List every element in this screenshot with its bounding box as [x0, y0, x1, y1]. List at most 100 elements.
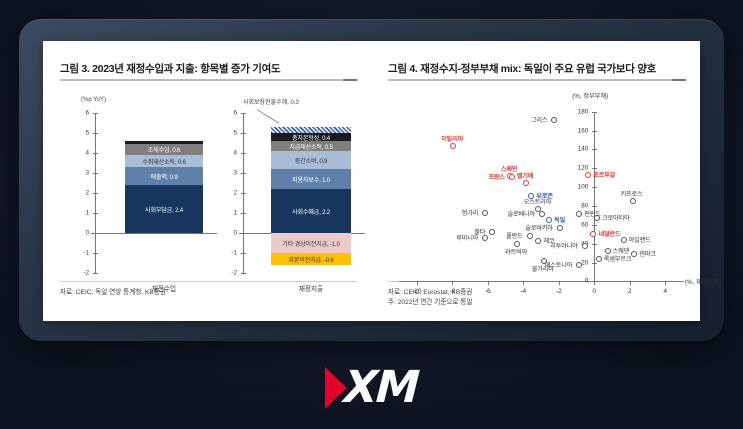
x-tick-label-2: 2	[627, 288, 632, 296]
scatter-point-헝가리	[482, 210, 489, 217]
device-frame: 그림 3. 2023년 재정수입과 지출: 항목별 증가 기여도 자료: CEI…	[19, 19, 724, 341]
scatter-point-label-오스트리아: 오스트리아	[523, 198, 552, 206]
scatter-point-label-라트비아: 라트비아	[505, 248, 528, 256]
y-tick-expenditure-bar-3	[241, 173, 246, 174]
scatter-point-label-유로존: 유로존	[536, 193, 553, 201]
y-tick-label-expenditure-bar-3: 3	[233, 169, 237, 177]
scatter-point-label-크로아티아: 크로아티아	[602, 214, 630, 222]
scatter-point-라트비아	[514, 240, 521, 247]
y-tick-revenue-bar--2	[93, 273, 98, 274]
scatter-point-label-몰타: 몰타	[474, 229, 486, 237]
scatter-point-네덜란드	[590, 231, 597, 238]
slide-card: 그림 3. 2023년 재정수입과 지출: 항목별 증가 기여도 자료: CEI…	[43, 41, 721, 321]
y-tick-revenue-bar-3	[93, 173, 98, 174]
y-tick-label-80: 80	[581, 202, 589, 210]
y-tick-80	[592, 206, 598, 207]
bar-segment-label: 중간소비, 0.9	[294, 157, 328, 165]
x-axis-category-label-revenue-bar: 재정수입	[151, 286, 177, 293]
slide-content: 그림 3. 2023년 재정수입과 지출: 항목별 증가 기여도 자료: CEI…	[43, 41, 721, 321]
scatter-point-폴란드	[526, 233, 533, 240]
x-tick-label-0: 0	[592, 288, 597, 296]
y-tick-label-revenue-bar-5: 5	[85, 129, 89, 137]
scatter-point-label-스페인: 스페인	[500, 165, 518, 173]
figure-3-source: 자료: CEIC, 독일 연방 통계청, KB증권	[60, 289, 166, 296]
scatter-point-label-아일랜드: 아일랜드	[628, 237, 651, 245]
y-tick-expenditure-bar-5	[241, 133, 246, 134]
y-tick-label-160: 160	[577, 127, 589, 135]
y-tick-label-revenue-bar-3: 3	[85, 169, 89, 177]
scatter-point-슬로베니아	[539, 211, 545, 218]
y-tick-expenditure-bar--2	[241, 273, 246, 274]
scatter-point-label-네덜란드: 네덜란드	[598, 231, 621, 239]
scatter-point-label-프랑스: 프랑스	[488, 174, 505, 182]
scatter-point-label-룩셈부르크: 룩셈부르크	[603, 256, 632, 264]
x-tick--8	[452, 281, 454, 286]
scatter-point-label-덴마크: 덴마크	[639, 251, 656, 259]
y-tick-label-expenditure-bar--2: -2	[231, 269, 237, 277]
y-tick-label-expenditure-bar-0: 0	[233, 229, 237, 237]
y-tick-revenue-bar-4	[93, 153, 98, 154]
bar-segment-expenditure-bar-기타 경상이전지급: 기타 경상이전지급, -1.0	[271, 233, 351, 253]
y-tick-revenue-bar-2	[93, 193, 98, 194]
scatter-point-label-스웨덴: 스웨덴	[612, 248, 630, 256]
scatter-point-슬로바키아	[556, 224, 563, 231]
figure-4-title-rule	[388, 79, 686, 81]
x-axis-unit-label: (%, 재정수지)	[685, 279, 721, 287]
figure-3-title: 그림 3. 2023년 재정수입과 지출: 항목별 증가 기여도	[60, 63, 281, 75]
figure-4-note: 주: 2022년 연간 기준으로 통일	[388, 299, 473, 306]
bar-segment-expenditure-bar-자본이전지급: 자본이전지급, -0.6	[271, 253, 351, 265]
x-tick-label--10: -10	[411, 288, 422, 296]
scatter-point-독일	[546, 216, 553, 223]
figure-3-title-rule	[60, 79, 357, 81]
xm-logo: XM	[0, 362, 743, 413]
scatter-point-label-포르투갈: 포르투갈	[593, 172, 616, 180]
x-axis-category-label-expenditure-bar: 재정지출	[298, 286, 324, 293]
figure-4-source: 자료: CEIC, Eurostat, KB증권	[388, 289, 473, 296]
bar-segment-label: 사회수혜금, 2.2	[292, 208, 330, 216]
x-tick-label--4: -4	[520, 288, 527, 296]
bar-segment-label: 피용자보수, 1.0	[292, 176, 330, 184]
y-tick-label-revenue-bar--1: -1	[83, 249, 89, 257]
bar-segment-revenue-bar-조세수입: 조세수입, 0.6	[125, 143, 203, 155]
scatter-point-체코	[535, 237, 542, 244]
y-tick-40	[592, 243, 598, 245]
scatter-point-label-체코: 체코	[543, 237, 555, 245]
scatter-point-label-핀란드: 핀란드	[584, 210, 601, 218]
y-tick-revenue-bar-6	[93, 113, 98, 114]
y-tick-label-expenditure-bar-2: 2	[233, 189, 237, 197]
scatter-point-덴마크	[631, 251, 638, 258]
scatter-point-label-루마니아: 루마니아	[456, 234, 479, 242]
figure-4-title: 그림 4. 재정수지-정부부채 mix: 독일이 주요 유럽 국가보다 양호	[388, 63, 656, 75]
bar-segment-expenditure-bar-피용자보수: 피용자보수, 1.0	[271, 169, 351, 189]
scatter-point-그리스	[551, 117, 558, 124]
bar-segment-label: 사회부담금, 2.4	[145, 206, 183, 214]
y-tick-label-100: 100	[577, 183, 589, 191]
scatter-point-스웨덴	[604, 248, 611, 255]
scatter-point-label-폴란드: 폴란드	[506, 233, 523, 241]
x-axis-line	[399, 281, 683, 283]
bar-segment-label: 매출액, 0.9	[150, 173, 178, 181]
scatter-point-몰타	[489, 229, 496, 236]
scatter-point-불가리아	[540, 257, 547, 264]
scatter-point-label-키프로스: 키프로스	[620, 190, 643, 198]
scatter-point-label-헝가리: 헝가리	[461, 210, 479, 218]
logo-triangle-icon	[325, 367, 348, 409]
scatter-point-label-리투아니아: 리투아니아	[550, 243, 578, 251]
y-tick-100	[592, 187, 598, 189]
scatter-point-label-벨기에: 벨기에	[516, 173, 534, 181]
scatter-point-유로존	[528, 193, 535, 200]
y-tick-label-20: 20	[581, 259, 589, 267]
bar-segment-label: 자본이전지급, -0.6	[288, 256, 334, 264]
callout-leader-expenditure-bar	[256, 109, 280, 124]
scatter-point-크로아티아	[594, 214, 601, 221]
bar-segment-label: 지급재산소득, 0.5	[289, 143, 333, 151]
bar-segment-revenue-bar-사회부담금: 사회부담금, 2.4	[125, 185, 203, 233]
y-tick-180	[592, 111, 598, 113]
y-tick-label-0: 0	[584, 277, 589, 285]
scatter-point-label-독일: 독일	[554, 216, 566, 224]
y-tick-label-revenue-bar-4: 4	[85, 149, 89, 157]
y-tick-label-revenue-bar-1: 1	[85, 209, 89, 217]
scatter-point-아일랜드	[620, 237, 627, 244]
bar-segment-expenditure-bar-사회수혜금: 사회수혜금, 2.2	[271, 189, 351, 233]
y-tick-label-expenditure-bar-4: 4	[233, 149, 237, 157]
